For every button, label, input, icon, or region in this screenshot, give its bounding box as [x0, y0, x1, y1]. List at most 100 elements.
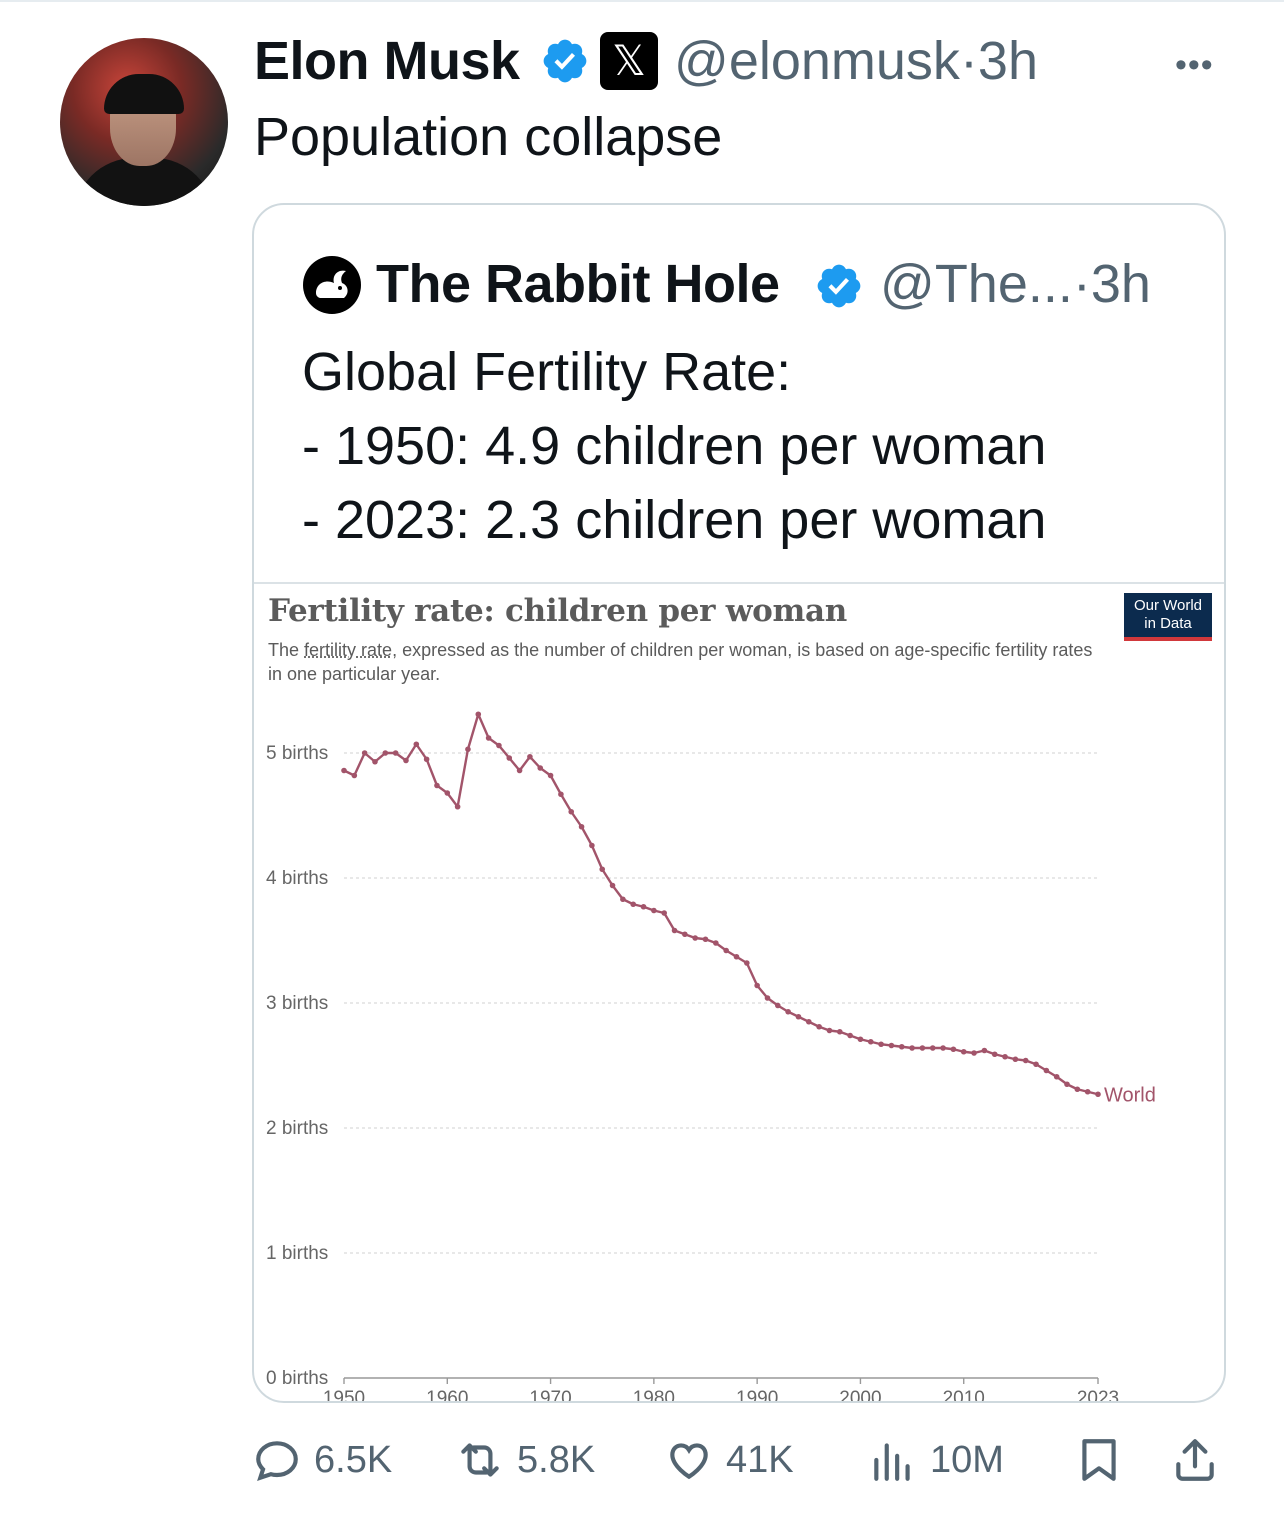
data-point	[1074, 1086, 1081, 1093]
data-point	[723, 947, 729, 954]
data-point	[475, 711, 482, 718]
chart-subtitle-link: fertility rate	[304, 640, 393, 660]
chart-title: Fertility rate: children per woman	[268, 593, 847, 629]
data-point	[1064, 1081, 1070, 1088]
data-point	[403, 757, 409, 764]
chart-subtitle: The fertility rate, expressed as the num…	[268, 638, 1098, 686]
data-point	[981, 1047, 988, 1054]
data-point	[878, 1041, 884, 1048]
quote-author-handle[interactable]: @The...·3h	[880, 253, 1151, 315]
chart-subtitle-rest: , expressed as the number of children pe…	[268, 640, 1093, 684]
tweet-time[interactable]: 3h	[977, 31, 1038, 91]
data-point	[940, 1045, 946, 1051]
like-button[interactable]: 41K	[664, 1420, 794, 1500]
data-point	[341, 767, 347, 774]
separator: ·	[1072, 254, 1091, 314]
quote-tweet-card[interactable]: The Rabbit Hole @The...·3h Global Fertil…	[252, 203, 1226, 1403]
data-point	[1033, 1061, 1039, 1068]
data-point	[713, 940, 719, 946]
data-point	[630, 901, 637, 908]
data-point	[485, 735, 492, 741]
data-point	[640, 903, 647, 910]
more-icon[interactable]: •••	[1175, 46, 1214, 84]
author-name[interactable]: Elon Musk	[254, 31, 520, 91]
repost-icon	[461, 1443, 499, 1477]
data-point	[744, 960, 750, 966]
series-line-world	[343, 713, 1099, 1096]
data-point	[836, 1028, 843, 1035]
data-point	[589, 842, 595, 849]
action-bar: 6.5K 5.8K 41K 10M	[0, 1420, 1284, 1500]
x-tick-label: 1970	[529, 1388, 571, 1401]
reply-button[interactable]: 6.5K	[252, 1420, 392, 1500]
share-icon	[1176, 1439, 1214, 1481]
data-point	[423, 756, 430, 763]
data-point	[599, 866, 606, 873]
x-tick-label: 1960	[426, 1388, 468, 1401]
quote-text-line: - 2023: 2.3 children per woman	[302, 490, 1047, 550]
x-tick-label: 2000	[839, 1388, 881, 1401]
y-tick-label: 5 births	[266, 743, 328, 764]
data-point	[1053, 1073, 1060, 1080]
data-point	[372, 758, 378, 765]
views-count: 10M	[930, 1438, 1004, 1481]
data-point	[867, 1038, 874, 1045]
data-point	[361, 750, 368, 756]
data-point	[733, 953, 740, 960]
data-point	[392, 750, 399, 756]
data-point	[919, 1045, 926, 1051]
avatar-cap	[104, 74, 184, 114]
data-point	[620, 896, 626, 903]
data-point	[805, 1018, 812, 1025]
data-point	[785, 1008, 791, 1015]
handle-text: @elonmusk	[674, 31, 960, 91]
data-point	[547, 772, 554, 779]
data-point	[671, 927, 678, 934]
author-avatar[interactable]	[60, 38, 228, 206]
y-tick-label: 0 births	[266, 1368, 328, 1389]
heart-icon	[670, 1443, 708, 1480]
series-label: World	[1104, 1084, 1156, 1106]
quote-author-name[interactable]: The Rabbit Hole	[376, 254, 780, 314]
data-point	[991, 1051, 998, 1058]
data-point	[682, 931, 688, 938]
handle-text: @The...	[880, 254, 1073, 314]
data-point	[609, 882, 616, 889]
data-point	[1043, 1067, 1050, 1074]
data-point	[568, 808, 575, 815]
bookmark-button[interactable]	[1074, 1420, 1124, 1500]
data-point	[1012, 1056, 1019, 1063]
share-button[interactable]	[1170, 1420, 1220, 1500]
x-logo-icon: 𝕏	[600, 32, 658, 90]
chart-subtitle-prefix: The	[268, 640, 305, 660]
author-handle[interactable]: @elonmusk·3h	[674, 30, 1038, 92]
data-point	[909, 1045, 915, 1051]
data-point	[506, 755, 513, 761]
views-icon	[874, 1443, 910, 1481]
x-tick-label: 1990	[736, 1388, 778, 1401]
data-point	[960, 1048, 967, 1055]
x-tick-label: 2010	[943, 1388, 985, 1401]
data-point	[527, 753, 533, 760]
repost-button[interactable]: 5.8K	[455, 1420, 595, 1500]
data-point	[651, 907, 657, 914]
x-tick-label: 1950	[323, 1388, 365, 1401]
views-button[interactable]: 10M	[868, 1420, 1004, 1500]
x-tick-label: 1980	[633, 1388, 675, 1401]
data-point	[898, 1043, 905, 1050]
data-point	[888, 1042, 895, 1049]
data-point	[1084, 1088, 1091, 1095]
data-point	[1095, 1091, 1101, 1098]
data-point	[382, 750, 389, 756]
tweet-text: Population collapse	[254, 107, 723, 167]
data-point	[558, 791, 564, 798]
quote-media-divider	[254, 582, 1224, 584]
reply-icon	[256, 1441, 298, 1481]
data-point	[816, 1023, 822, 1030]
data-point	[826, 1027, 833, 1034]
y-tick-label: 3 births	[266, 993, 328, 1014]
y-tick-label: 2 births	[266, 1118, 328, 1139]
fertility-chart[interactable]: 5 births 4 births 3 births 2 births 1 births…	[254, 205, 1224, 1401]
quote-time: 3h	[1090, 254, 1151, 314]
data-point	[516, 767, 523, 774]
